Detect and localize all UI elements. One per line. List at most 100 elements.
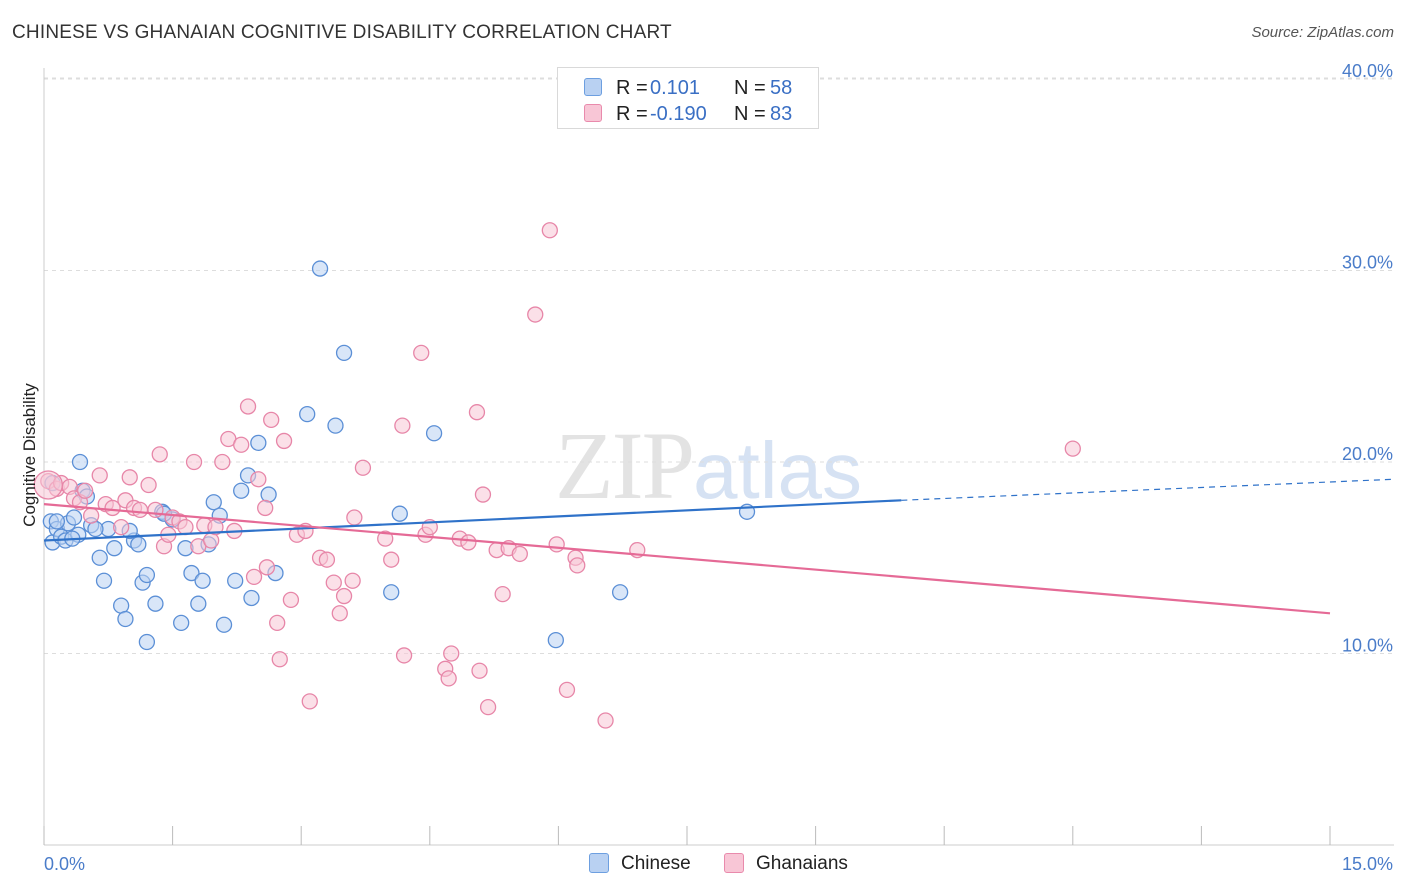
legend-swatch-chinese xyxy=(584,78,602,96)
legend-swatch-ghanaians xyxy=(584,104,602,122)
ghanaian-point xyxy=(494,585,511,603)
tick-labels: 10.0% 20.0% 30.0% 40.0% 0.0% 15.0% xyxy=(44,61,1393,874)
y-tick-label: 20.0% xyxy=(1342,444,1393,464)
legend-n-value: 83 xyxy=(770,103,793,125)
ghanaian-point xyxy=(468,404,486,421)
watermark-atlas: atlas xyxy=(693,426,862,515)
chinese-point xyxy=(95,572,113,589)
ghanaian-point xyxy=(413,344,430,361)
ghanaian-point xyxy=(214,453,231,471)
chinese-point xyxy=(243,589,260,607)
legend-n-label: N = xyxy=(734,77,766,99)
ghanaian-point xyxy=(140,476,157,494)
chinese-point xyxy=(547,631,564,649)
chinese-point xyxy=(190,595,207,612)
chinese-point xyxy=(215,616,233,633)
chinese-trend-extension xyxy=(901,478,1395,501)
watermark: ZIPatlas xyxy=(555,410,862,521)
chinese-point xyxy=(147,595,164,612)
ghanaian-trend-line xyxy=(43,503,1331,615)
chinese-point xyxy=(173,614,190,632)
x-tick-label: 15.0% xyxy=(1342,854,1393,874)
ghanaian-point xyxy=(1064,440,1081,457)
ghanaian-point xyxy=(558,681,576,699)
chinese-point xyxy=(205,494,222,511)
ghanaian-point xyxy=(282,591,300,609)
chinese-point xyxy=(327,417,344,434)
legend-r-value: 0.101 xyxy=(650,77,701,99)
chinese-point xyxy=(299,405,316,423)
watermark-zip: ZIP xyxy=(555,412,695,519)
chinese-point xyxy=(391,505,408,522)
chinese-point xyxy=(183,564,200,582)
ghanaian-point xyxy=(185,453,203,471)
chinese-point xyxy=(130,536,147,553)
ghanaian-point xyxy=(394,417,411,434)
chinese-point xyxy=(383,584,400,601)
ghanaian-point xyxy=(275,432,293,450)
ghanaian-point xyxy=(541,222,558,239)
chinese-point xyxy=(113,597,130,614)
ghanaian-point xyxy=(77,482,94,499)
ghanaian-point xyxy=(331,605,348,622)
ghanaian-point xyxy=(269,614,286,632)
ghanaian-point xyxy=(233,436,250,453)
ghanaian-point xyxy=(239,398,257,415)
chinese-point xyxy=(87,520,104,538)
ghanaian-point xyxy=(346,509,363,526)
chinese-point xyxy=(48,513,66,530)
chinese-point xyxy=(65,509,83,526)
chinese-point xyxy=(260,486,277,503)
legend-swatch-ghanaians xyxy=(724,853,744,873)
ghanaian-point xyxy=(460,534,477,551)
ghanaian-point xyxy=(354,459,372,476)
ghanaian-point xyxy=(151,446,168,463)
ghanaian-point xyxy=(527,306,544,323)
ghanaian-point xyxy=(471,662,488,679)
chinese-point xyxy=(106,540,123,557)
grid-lines xyxy=(44,77,1394,654)
ghanaian-point xyxy=(301,693,318,710)
ghanaian-point xyxy=(245,568,263,586)
legend-row-ghanaians: R = -0.190 N = 83 xyxy=(558,101,818,127)
y-tick-label: 30.0% xyxy=(1342,253,1393,273)
ghanaian-point xyxy=(203,532,220,549)
ghanaian-point xyxy=(395,647,413,664)
chinese-point xyxy=(311,260,329,277)
chinese-point xyxy=(227,572,244,589)
ghanaian-point xyxy=(377,530,394,547)
chinese-point xyxy=(250,434,267,452)
ghanaian-point xyxy=(383,551,400,568)
legend-label-chinese: Chinese xyxy=(621,853,691,874)
chinese-point xyxy=(138,633,156,651)
chinese-point xyxy=(91,549,108,566)
chinese-point xyxy=(194,572,211,589)
ghanaian-point xyxy=(258,559,276,576)
ghanaian-point xyxy=(121,469,138,486)
axes xyxy=(43,68,1394,846)
legend-r-label: R = xyxy=(616,103,648,125)
chinese-point xyxy=(611,584,629,601)
y-tick-label: 10.0% xyxy=(1342,636,1393,656)
ghanaian-point xyxy=(113,518,130,536)
legend-n-value: 58 xyxy=(770,77,793,99)
ghanaian-point xyxy=(104,499,121,517)
legend-n-label: N = xyxy=(734,103,766,125)
ghanaian-point xyxy=(440,670,457,687)
ghanaian-point xyxy=(177,518,194,536)
ghanaian-point xyxy=(83,507,100,524)
ghanaian-point xyxy=(479,698,497,716)
ghanaian-point xyxy=(33,470,63,500)
ghanaian-point xyxy=(511,545,528,563)
chinese-point xyxy=(425,425,443,442)
ghanaian-point xyxy=(443,645,460,662)
x-tick-label: 0.0% xyxy=(44,854,85,874)
chinese-trend-line xyxy=(43,499,902,542)
chinese-point xyxy=(233,482,250,499)
trend-lines xyxy=(43,478,1395,615)
legend-label-ghanaians: Ghanaians xyxy=(756,853,848,874)
ghanaian-point xyxy=(318,551,336,568)
ghanaian-point xyxy=(325,574,342,591)
ghanaian-point xyxy=(131,501,149,519)
